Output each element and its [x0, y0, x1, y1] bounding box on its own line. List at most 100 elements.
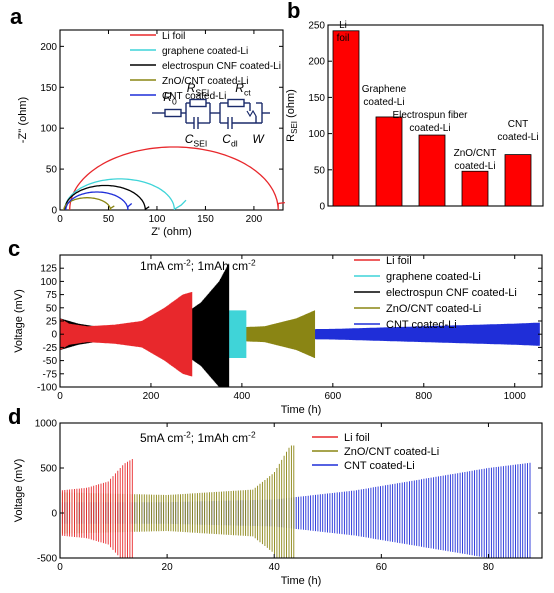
- a-ytick-label: 200: [40, 42, 57, 53]
- c-series-li-foil: [60, 292, 193, 377]
- panel-b-letter: b: [287, 0, 300, 23]
- b-y-axis-label: RSEI (ohm): [285, 89, 299, 142]
- d-legend-label: Li foil: [344, 432, 370, 444]
- panel-c-cycling-1mA: 0 200 400 600 800 1000 -100 -75 -50 -25 0 25 50 75 100…: [8, 236, 543, 416]
- c-legend-label: CNT coated-Li: [386, 319, 457, 331]
- a-legend-label: electrospun CNF coated-Li: [162, 61, 281, 72]
- b-category-label: Li: [339, 20, 347, 31]
- d-legend-label: CNT coated-Li: [344, 460, 415, 472]
- c-ytick-label: -100: [37, 383, 57, 394]
- a-circuit-resistor: [164, 108, 182, 118]
- a-x-axis-label: Z' (ohm): [151, 226, 192, 238]
- b-category-label: coated-Li: [409, 123, 450, 134]
- a-circuit-label-r0: R0: [163, 90, 177, 106]
- b-bar: [461, 170, 489, 207]
- c-ytick-label: -75: [43, 369, 58, 380]
- c-xtick-label: 1000: [504, 391, 527, 402]
- c-annotation: 1mA cm-2; 1mAh cm-2: [140, 257, 256, 273]
- a-legend-label: graphene coated-Li: [162, 46, 248, 57]
- a-legend-label: ZnO/CNT coated-Li: [162, 76, 249, 87]
- a-xtick-label: 200: [246, 214, 263, 225]
- a-xtick-label: 150: [197, 214, 214, 225]
- c-legend-label: graphene coated-Li: [386, 271, 481, 283]
- b-ytick-label: 200: [308, 57, 325, 68]
- c-ytick-label: 25: [46, 317, 58, 328]
- c-xtick-label: 400: [234, 391, 251, 402]
- a-xtick-label: 100: [149, 214, 166, 225]
- c-y-axis-label: Voltage (mV): [13, 289, 25, 353]
- c-legend-label: Li foil: [386, 255, 412, 267]
- c-ytick-label: 50: [46, 303, 58, 314]
- a-series-graphene-coated-li: [64, 178, 187, 211]
- b-category-label: ZnO/CNT: [454, 148, 497, 159]
- a-circuit-warburg: [246, 109, 257, 118]
- d-series-zno-cnt-coated-li: [60, 445, 295, 558]
- a-circuit-label-rct: Rct: [235, 81, 251, 97]
- b-category-label: Electrospun fiber: [392, 110, 468, 121]
- a-y-axis-label: -Z'' (ohm): [17, 97, 29, 143]
- c-legend-label: electrospun CNF coated-Li: [386, 287, 517, 299]
- b-ytick-label: 50: [314, 165, 326, 176]
- a-equivalent-circuit: R0 RSEI Rct CSEI Cdl W: [152, 81, 270, 148]
- b-ytick-label: 100: [308, 129, 325, 140]
- panel-c-letter: c: [8, 236, 20, 261]
- a-axes-frame: [59, 29, 284, 211]
- panel-d-letter: d: [8, 404, 21, 429]
- d-ytick-label: 0: [51, 509, 57, 520]
- a-xtick-label: 50: [103, 214, 115, 225]
- b-category-label: Graphene: [362, 84, 407, 95]
- d-axes-frame: [59, 422, 543, 559]
- panel-a-nyquist: 0 50 100 150 200 0 50 100 150 200 a Z' (ohm) -Z'' (o…: [10, 4, 285, 238]
- b-ytick-label: 250: [308, 21, 325, 32]
- c-x-axis-label: Time (h): [281, 404, 322, 416]
- c-ytick-label: -50: [43, 356, 58, 367]
- panel-a-letter: a: [10, 4, 23, 29]
- d-series-cnt-coated-li: [60, 462, 531, 558]
- a-ytick-label: 50: [46, 165, 58, 176]
- a-xtick-label: 0: [57, 214, 63, 225]
- a-circuit-label-w: W: [252, 132, 265, 146]
- c-ytick-label: 75: [46, 290, 58, 301]
- a-circuit-resistor: [227, 98, 245, 108]
- d-plot-area: [60, 445, 531, 558]
- a-ytick-label: 0: [51, 206, 57, 217]
- a-series-cnt-coated-li: [65, 191, 133, 211]
- b-bar: [418, 134, 446, 207]
- b-category-label: foil: [337, 33, 350, 44]
- b-category-label: coated-Li: [497, 132, 538, 143]
- b-category-label: coated-Li: [454, 161, 495, 172]
- c-ytick-label: 100: [40, 277, 57, 288]
- c-ytick-label: 0: [51, 330, 57, 341]
- b-category-label: CNT: [508, 119, 529, 130]
- d-xtick-label: 40: [269, 562, 281, 573]
- d-ytick-label: -500: [37, 554, 57, 565]
- panel-b-bar-chart: 0 50 100 150 200 250 b RSEI (ohm) Li foil Graphene…: [285, 0, 544, 213]
- d-y-axis-label: Voltage (mV): [13, 459, 25, 523]
- a-legend-label: CNT coated-Li: [162, 91, 226, 102]
- d-xtick-label: 20: [162, 562, 174, 573]
- b-ytick-label: 0: [319, 202, 325, 213]
- a-circuit-label-rsei: RSEI: [187, 81, 210, 97]
- b-bar: [332, 30, 360, 207]
- c-legend-label: ZnO/CNT coated-Li: [386, 303, 481, 315]
- b-ytick-label: 150: [308, 93, 325, 104]
- a-ytick-label: 150: [40, 83, 57, 94]
- b-bar: [375, 116, 403, 207]
- a-circuit-resistor: [189, 98, 207, 108]
- d-xtick-label: 0: [57, 562, 63, 573]
- c-xtick-label: 800: [415, 391, 432, 402]
- c-xtick-label: 0: [57, 391, 63, 402]
- d-legend-label: ZnO/CNT coated-Li: [344, 446, 439, 458]
- c-ytick-label: -25: [43, 343, 58, 354]
- c-xtick-label: 600: [324, 391, 341, 402]
- d-xtick-label: 60: [376, 562, 388, 573]
- c-ytick-label: 125: [40, 264, 57, 275]
- d-annotation: 5mA cm-2; 1mAh cm-2: [140, 429, 256, 445]
- c-plot-area: [60, 263, 540, 387]
- a-legend-label: Li foil: [162, 31, 185, 42]
- d-series-li-foil: [60, 459, 133, 558]
- b-bar: [504, 154, 532, 207]
- b-category-label: coated-Li: [363, 97, 404, 108]
